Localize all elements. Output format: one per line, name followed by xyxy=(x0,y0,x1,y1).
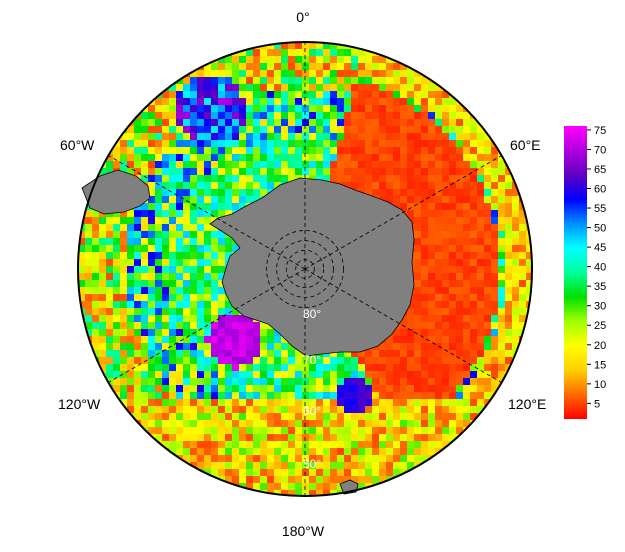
colorbar-ticks: 75 70 65 60 55 50 45 40 35 30 25 20 15 10 5 xyxy=(587,125,606,410)
lon-label-180w: 180°W xyxy=(282,523,325,539)
colorbar-tick-label: 65 xyxy=(594,164,606,176)
antarctica-continent xyxy=(209,177,415,357)
map-border xyxy=(77,41,533,497)
colorbar-tick-label: 10 xyxy=(594,379,606,391)
colorbar-tick-label: 75 xyxy=(594,125,606,137)
lat-label-60: 60° xyxy=(303,404,321,418)
colorbar-tick-label: 45 xyxy=(594,242,606,254)
colorbar-tick-label: 40 xyxy=(594,262,606,274)
colorbar-tick-label: 60 xyxy=(594,184,606,196)
colorbar-tick-label: 5 xyxy=(594,398,600,410)
colorbar-tick-label: 15 xyxy=(594,359,606,371)
meridian-line xyxy=(304,155,502,270)
south-america-tip xyxy=(81,169,151,215)
colorbar-tick-label: 30 xyxy=(594,301,606,313)
graticule xyxy=(108,42,502,496)
lon-label-120e: 120°E xyxy=(508,396,546,412)
colorbar-tick-label: 55 xyxy=(594,203,606,215)
lon-label-60e: 60°E xyxy=(510,137,541,153)
colorbar-tick-label: 35 xyxy=(594,281,606,293)
colorbar-tick-label: 25 xyxy=(594,320,606,332)
colorbar: 75 70 65 60 55 50 45 40 35 30 25 20 15 10 5 xyxy=(564,125,606,419)
lon-label-120w: 120°W xyxy=(58,396,101,412)
colorbar-tick-label: 70 xyxy=(594,144,606,156)
antarctica-landmass xyxy=(81,169,415,495)
lat-label-80: 80° xyxy=(303,307,321,321)
latitude-circle xyxy=(285,249,325,289)
lat-label-50: 50° xyxy=(303,457,321,471)
lat-label-70: 70° xyxy=(303,353,321,367)
lon-label-60w: 60°W xyxy=(60,137,95,153)
lon-label-0: 0° xyxy=(296,9,309,25)
latitude-circle xyxy=(266,230,344,308)
colorbar-bar xyxy=(564,126,587,419)
colorbar-tick-label: 50 xyxy=(594,223,606,235)
meridian-line xyxy=(304,268,502,383)
meridian-line xyxy=(108,268,306,383)
colorbar-tick-label: 20 xyxy=(594,340,606,352)
meridian-line xyxy=(108,155,306,270)
